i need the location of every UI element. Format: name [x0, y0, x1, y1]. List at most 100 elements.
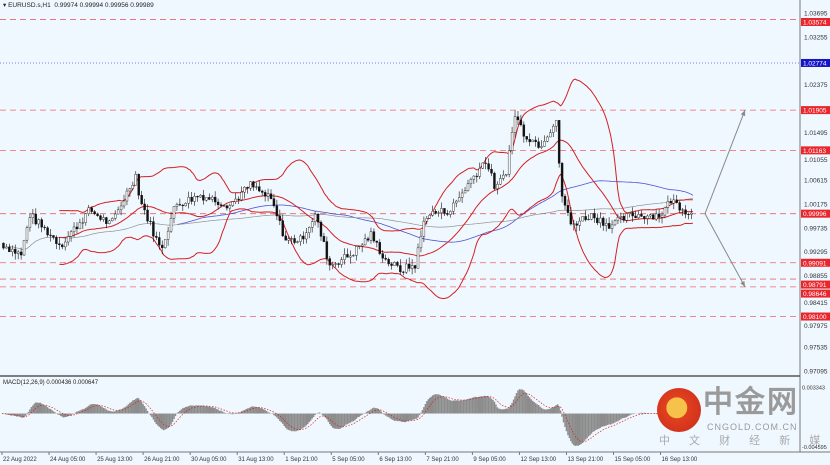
candle-body: [240, 191, 243, 200]
candle-body: [349, 255, 352, 258]
candle-body: [528, 139, 531, 143]
x-tick-label: 26 Aug 21:00: [144, 457, 180, 463]
candle-body: [554, 120, 558, 127]
candle-body: [416, 247, 420, 269]
candle-body: [8, 246, 11, 253]
candle-body: [334, 263, 337, 265]
candle-body: [28, 217, 32, 228]
macd-y-tick-label: -0.004595: [802, 445, 827, 451]
candle-body: [484, 162, 487, 164]
x-tick-label: 7 Sep 21:00: [426, 457, 459, 463]
candle-body: [190, 196, 193, 202]
candle-body: [549, 132, 552, 138]
candle-body: [52, 235, 55, 238]
candle-body: [669, 201, 673, 204]
macd-header: MACD(12,26,9) 0.000436 0.000647: [3, 380, 99, 386]
candle-body: [590, 213, 593, 220]
level-price-label: 0.98791: [803, 282, 827, 289]
watermark-name: 中金网: [703, 386, 799, 419]
ohlc-readout: 0.99974 0.99994 0.99956 0.99989: [54, 2, 154, 9]
candle-body: [43, 226, 46, 228]
candle-body: [478, 168, 481, 177]
candle-body: [146, 209, 149, 222]
candle-body: [93, 211, 96, 214]
candle-body: [378, 242, 381, 254]
candle-body: [452, 202, 455, 212]
candle-body: [25, 227, 29, 241]
candle-body: [525, 136, 528, 140]
candle-body: [399, 265, 402, 273]
y-tick-label: 0.97975: [804, 323, 828, 330]
symbol-label: EURUSD.s,H1: [8, 2, 51, 9]
candle-body: [407, 263, 411, 269]
candle-body: [531, 139, 534, 143]
candle-body: [596, 217, 599, 224]
candle-body: [316, 213, 320, 223]
candle-body: [249, 181, 252, 189]
candle-body: [184, 203, 187, 207]
x-tick-label: 30 Aug 05:00: [191, 457, 227, 463]
candle-body: [2, 242, 5, 249]
candle-body: [143, 203, 146, 211]
candle-body: [331, 264, 334, 266]
candle-body: [507, 150, 511, 175]
candle-body: [11, 248, 14, 253]
candle-body: [90, 207, 93, 212]
y-tick-label: 1.03255: [804, 34, 828, 41]
candle-body: [16, 251, 20, 254]
candle-body: [537, 141, 540, 148]
level-price-tag: [801, 58, 830, 67]
candle-body: [581, 216, 584, 222]
watermark-domain: CNGOLD.COM.CN: [707, 422, 798, 432]
bollinger-upper-band: [59, 78, 693, 232]
candle-body: [481, 162, 484, 169]
candle-body: [40, 219, 43, 228]
candle-body: [193, 196, 196, 202]
candle-body: [419, 235, 423, 249]
candle-body: [187, 196, 190, 204]
candle-body: [55, 237, 58, 244]
candle-body: [196, 196, 199, 198]
candle-body: [87, 207, 90, 214]
candle-body: [437, 212, 440, 214]
candle-body: [631, 212, 634, 217]
y-tick-label: 1.00175: [804, 201, 828, 208]
candle-body: [690, 212, 693, 215]
candle-body: [390, 263, 393, 266]
candle-body: [169, 217, 173, 232]
level-price-tag: [801, 280, 830, 289]
x-tick-label: 6 Sep 13:00: [379, 457, 412, 463]
macd-signal-line: [2, 392, 693, 443]
candle-body: [252, 181, 255, 188]
candle-body: [634, 215, 637, 219]
candle-body: [5, 246, 8, 249]
y-tick-label: 1.02375: [804, 82, 828, 89]
candle-body: [58, 243, 61, 246]
candle-body: [543, 141, 546, 147]
candle-body: [513, 116, 517, 133]
candle-body: [166, 230, 170, 240]
candle-body: [237, 198, 240, 200]
level-price-label: 1.01905: [803, 108, 827, 115]
candle-body: [449, 211, 452, 215]
level-price-tag: [801, 18, 830, 26]
candle-body: [502, 174, 505, 179]
candle-body: [322, 236, 326, 242]
x-tick-label: 5 Sep 05:00: [332, 457, 365, 463]
candle-body: [140, 195, 143, 205]
candle-body: [475, 175, 479, 177]
level-price-tag: [801, 106, 830, 115]
candle-body: [302, 235, 305, 240]
candle-body: [360, 244, 364, 247]
candle-body: [393, 262, 396, 266]
candle-body: [625, 213, 628, 221]
candle-body: [684, 209, 687, 215]
y-tick-label: 1.03695: [804, 11, 828, 18]
candle-body: [654, 213, 658, 220]
candle-body: [125, 190, 129, 202]
candle-body: [516, 116, 520, 121]
candle-body: [602, 217, 605, 226]
candle-body: [440, 208, 443, 214]
candle-body: [175, 204, 179, 207]
